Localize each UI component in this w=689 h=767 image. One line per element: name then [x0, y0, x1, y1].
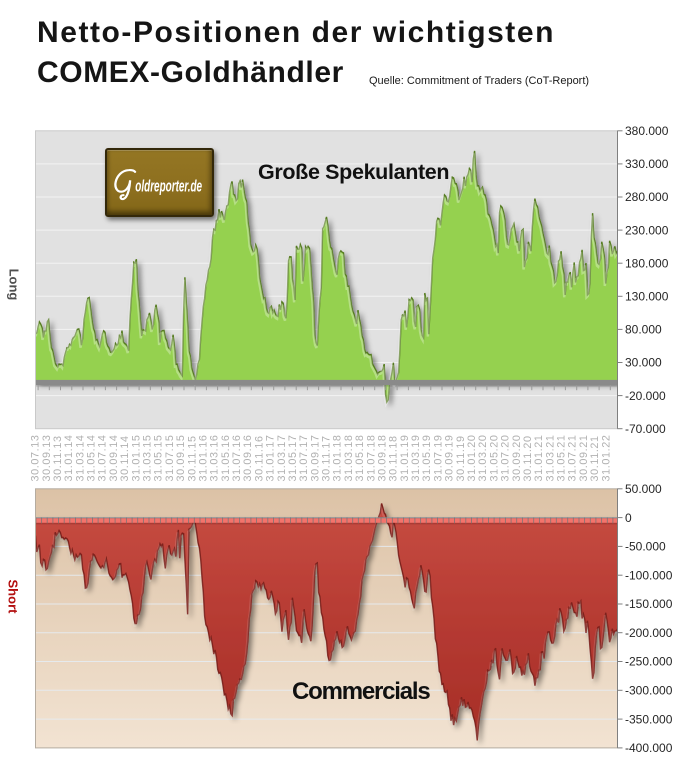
svg-text:30.09.21: 30.09.21 — [578, 435, 590, 482]
svg-text:-50.000: -50.000 — [625, 540, 666, 554]
svg-text:31.07.14: 31.07.14 — [97, 435, 109, 482]
svg-text:-300.000: -300.000 — [625, 684, 673, 698]
svg-text:280.000: 280.000 — [625, 190, 669, 204]
svg-text:31.01.17: 31.01.17 — [265, 435, 277, 482]
svg-text:30.000: 30.000 — [625, 356, 662, 370]
svg-text:31.07.20: 31.07.20 — [500, 435, 512, 482]
svg-text:30.11.18: 30.11.18 — [388, 435, 400, 481]
svg-text:31.07.18: 31.07.18 — [365, 435, 377, 482]
svg-text:31.05.15: 31.05.15 — [153, 435, 165, 482]
svg-text:30.11.15: 30.11.15 — [186, 435, 198, 481]
svg-text:31.01.19: 31.01.19 — [399, 435, 411, 482]
svg-text:31.03.16: 31.03.16 — [209, 435, 221, 482]
svg-text:31.07.15: 31.07.15 — [164, 435, 176, 482]
svg-text:180.000: 180.000 — [625, 256, 669, 270]
svg-text:130.000: 130.000 — [625, 290, 669, 304]
svg-text:31.03.15: 31.03.15 — [142, 435, 154, 482]
svg-text:-350.000: -350.000 — [625, 712, 673, 726]
svg-text:30.09.14: 30.09.14 — [108, 435, 120, 482]
svg-text:-100.000: -100.000 — [625, 568, 673, 582]
svg-text:30.09.16: 30.09.16 — [242, 435, 254, 482]
svg-text:30.11.14: 30.11.14 — [119, 435, 131, 481]
svg-text:30.11.19: 30.11.19 — [455, 435, 467, 481]
svg-text:oldreporter.de: oldreporter.de — [135, 176, 202, 196]
svg-text:30.07.13: 30.07.13 — [30, 435, 42, 482]
svg-text:31.03.20: 31.03.20 — [477, 435, 489, 482]
svg-text:31.05.17: 31.05.17 — [287, 435, 299, 482]
svg-text:31.01.14: 31.01.14 — [63, 435, 75, 482]
svg-text:31.05.20: 31.05.20 — [488, 435, 500, 482]
svg-text:30.09.13: 30.09.13 — [41, 435, 53, 482]
svg-text:30.09.20: 30.09.20 — [511, 435, 523, 482]
svg-text:-250.000: -250.000 — [625, 655, 673, 669]
svg-text:31.05.16: 31.05.16 — [220, 435, 232, 482]
svg-text:330.000: 330.000 — [625, 157, 669, 171]
svg-text:31.07.21: 31.07.21 — [567, 435, 579, 482]
svg-text:31.01.21: 31.01.21 — [533, 435, 545, 482]
svg-text:-400.000: -400.000 — [625, 741, 673, 755]
svg-text:-70.000: -70.000 — [625, 422, 666, 436]
svg-text:31.05.21: 31.05.21 — [556, 435, 568, 482]
svg-text:31.01.20: 31.01.20 — [466, 435, 478, 482]
svg-text:50.000: 50.000 — [625, 482, 662, 496]
svg-text:380.000: 380.000 — [625, 124, 669, 138]
svg-text:31.01.22: 31.01.22 — [600, 435, 612, 482]
svg-text:31.03.19: 31.03.19 — [410, 435, 422, 482]
svg-text:30.11.16: 30.11.16 — [253, 435, 265, 481]
svg-text:31.05.18: 31.05.18 — [354, 435, 366, 482]
svg-text:30.11.17: 30.11.17 — [321, 435, 333, 481]
svg-text:80.000: 80.000 — [625, 323, 662, 337]
svg-text:31.07.19: 31.07.19 — [432, 435, 444, 482]
svg-text:30.11.20: 30.11.20 — [522, 435, 534, 481]
svg-text:31.03.17: 31.03.17 — [276, 435, 288, 482]
svg-text:31.07.17: 31.07.17 — [298, 435, 310, 482]
svg-text:0: 0 — [625, 511, 632, 525]
svg-text:31.05.14: 31.05.14 — [86, 435, 98, 482]
svg-text:31.03.14: 31.03.14 — [74, 435, 86, 482]
svg-text:30.09.18: 30.09.18 — [377, 435, 389, 482]
svg-text:30.09.17: 30.09.17 — [309, 435, 321, 482]
svg-text:31.03.21: 31.03.21 — [544, 435, 556, 482]
svg-text:30.09.15: 30.09.15 — [175, 435, 187, 482]
svg-text:-20.000: -20.000 — [625, 389, 666, 403]
svg-text:30.11.21: 30.11.21 — [589, 435, 601, 481]
svg-text:-150.000: -150.000 — [625, 597, 673, 611]
svg-text:31.05.19: 31.05.19 — [421, 435, 433, 482]
svg-text:31.07.16: 31.07.16 — [231, 435, 243, 482]
svg-text:230.000: 230.000 — [625, 223, 669, 237]
svg-text:31.03.18: 31.03.18 — [343, 435, 355, 482]
svg-text:-200.000: -200.000 — [625, 626, 673, 640]
svg-text:30.09.19: 30.09.19 — [444, 435, 456, 482]
svg-text:31.01.16: 31.01.16 — [197, 435, 209, 482]
svg-text:30.11.13: 30.11.13 — [52, 435, 64, 481]
svg-text:31.01.18: 31.01.18 — [332, 435, 344, 482]
svg-text:31.01.15: 31.01.15 — [130, 435, 142, 482]
